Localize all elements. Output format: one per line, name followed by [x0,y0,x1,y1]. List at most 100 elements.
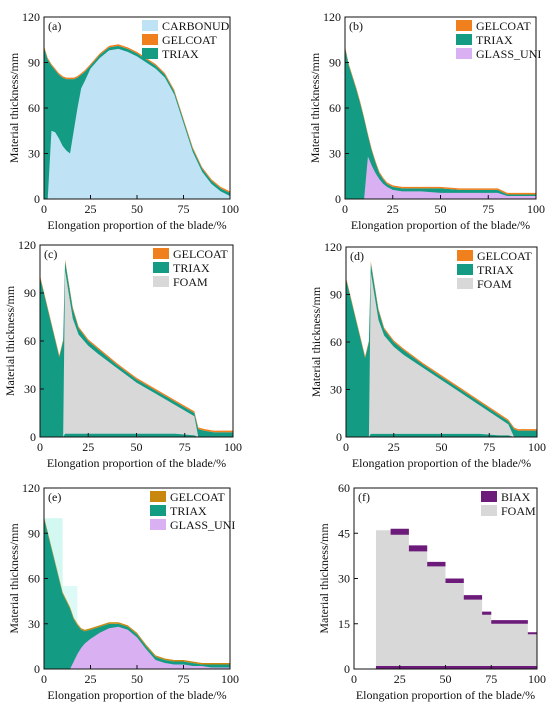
x-tick-label: 100 [221,202,239,216]
legend-label: GELCOAT [162,33,217,47]
x-tick-label: 100 [221,672,239,686]
panel-a: 0 25 50 75 100 0 30 60 90 120 Elongation proportio… [7,10,239,232]
legend-swatch-foam [457,278,473,289]
legend-label: FOAM [501,504,536,518]
x-tick-label: 25 [82,440,94,454]
y-tick-label: 0 [34,662,40,676]
legend-label: BIAX [501,490,531,504]
legend-label: FOAM [173,275,208,289]
y-tick-label: 15 [338,617,350,631]
legend-label: TRIAX [170,504,207,518]
y-tick-label: 60 [28,101,40,115]
y-axis-label: Material thickness/mm [308,52,322,163]
x-tick-label: 100 [528,672,546,686]
x-axis-label: Elongation proportion of the blade/% [351,218,530,232]
legend-label: TRIAX [477,263,514,277]
y-tick-label: 30 [28,617,40,631]
area-layer [375,528,537,669]
panel-c: 0 25 50 75 100 0 30 60 90 120 Elongation proportio… [3,238,242,470]
legend-swatch-gelcoat [150,491,166,502]
x-tick-label: 75 [483,440,495,454]
x-tick-label: 75 [485,672,497,686]
y-tick-label: 30 [329,147,341,161]
series-foam [40,270,233,437]
y-tick-label: 60 [329,101,341,115]
y-tick-label: 60 [330,335,342,349]
y-tick-label: 30 [338,572,350,586]
x-axis-label: Elongation proportion of the blade/% [356,688,535,702]
y-tick-label: 0 [336,430,342,444]
legend-label: GELCOAT [170,490,225,504]
panel-f: 0 25 50 75 100 0 15 30 45 60 Elongation proportion… [317,481,546,702]
x-axis-label: Elongation proportion of the blade/% [47,218,226,232]
x-tick-label: 75 [178,202,190,216]
area-layer [345,45,536,199]
y-tick-label: 90 [28,56,40,70]
y-tick-label: 30 [28,147,40,161]
y-tick-label: 90 [24,286,36,300]
legend-swatch-gelcoat [153,248,169,259]
legend-swatch-glass-uni [456,48,472,59]
x-tick-label: 50 [440,672,452,686]
legend-swatch-triax [457,264,473,275]
x-tick-label: 50 [131,440,143,454]
x-tick-label: 0 [37,440,43,454]
legend-swatch-triax [456,34,472,45]
x-tick-label: 0 [41,202,47,216]
y-tick-label: 120 [22,481,40,495]
y-tick-label: 0 [34,192,40,206]
x-tick-label: 25 [388,440,400,454]
y-tick-label: 90 [28,526,40,540]
y-tick-label: 90 [330,288,342,302]
series-glass-uni [44,626,230,669]
y-tick-label: 120 [22,10,40,24]
panel-label: (b) [349,19,363,33]
x-tick-label: 50 [131,202,143,216]
x-tick-label: 25 [85,672,97,686]
legend-swatch-gelcoat [456,20,472,31]
panel-d: 0 25 50 75 100 0 30 60 90 120 Elongation proportio… [309,240,546,470]
y-axis-label: Material thickness/mm [317,523,331,634]
y-tick-label: 60 [28,572,40,586]
x-tick-label: 100 [224,440,242,454]
legend-label: GLASS_UNI [170,518,235,532]
legend-swatch-triax [150,505,166,516]
y-tick-label: 120 [324,240,342,254]
series-foam [346,272,537,437]
x-tick-label: 75 [178,672,190,686]
legend-label: GELCOAT [477,249,532,263]
x-tick-label: 50 [435,202,447,216]
legend-label: GLASS_UNI [476,47,541,61]
panel-label: (c) [44,247,57,261]
x-tick-label: 0 [342,202,348,216]
legend-label: FOAM [477,277,512,291]
legend-label: TRIAX [173,261,210,275]
x-tick-label: 0 [343,440,349,454]
legend-label: TRIAX [476,33,513,47]
series-carbonud [44,48,230,199]
legend-swatch-glass-uni [150,519,166,530]
legend-label: GELCOAT [476,19,531,33]
legend-label: GELCOAT [173,247,228,261]
y-tick-label: 90 [329,56,341,70]
series-biax-cap [390,528,537,635]
series-biax [375,665,537,669]
x-axis-label: Elongation proportion of the blade/% [47,688,226,702]
series-triax [44,518,230,669]
x-tick-label: 75 [179,440,191,454]
y-tick-label: 30 [330,383,342,397]
y-tick-label: 120 [18,238,36,252]
y-axis-label: Material thickness/mm [3,285,17,396]
x-tick-label: 25 [85,202,97,216]
y-axis-label: Material thickness/mm [309,286,323,397]
y-tick-label: 0 [344,662,350,676]
panel-label: (d) [350,249,364,263]
y-tick-label: 45 [338,526,350,540]
